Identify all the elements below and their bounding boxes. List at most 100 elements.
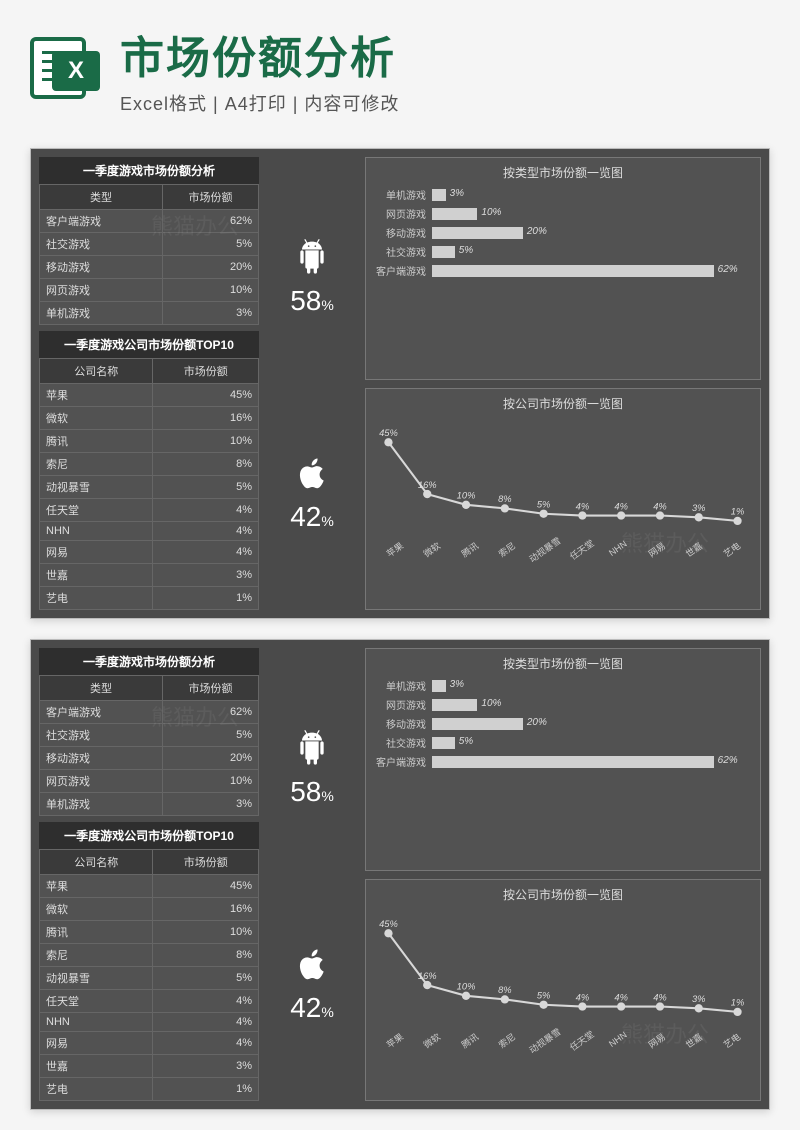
android-block: 58% bbox=[290, 234, 334, 317]
table-row: 网页游戏10% bbox=[40, 279, 259, 302]
table-row: 索尼8% bbox=[40, 944, 259, 967]
bar-value: 20% bbox=[527, 717, 547, 728]
type-table: 类型 市场份额 客户端游戏62%社交游戏5%移动游戏20%网页游戏10%单机游戏… bbox=[39, 675, 259, 816]
android-icon bbox=[292, 234, 332, 280]
svg-text:1%: 1% bbox=[731, 997, 745, 1007]
company-table: 公司名称 市场份额 苹果45%微软16%腾讯10%索尼8%动视暴雪5%任天堂4%… bbox=[39, 849, 259, 1101]
svg-text:3%: 3% bbox=[692, 503, 706, 513]
bar-label: 移动游戏 bbox=[376, 716, 432, 731]
bar-fill bbox=[432, 227, 523, 239]
table-row: 客户端游戏62% bbox=[40, 210, 259, 233]
table-row: 单机游戏3% bbox=[40, 793, 259, 816]
apple-share: 42 bbox=[290, 992, 321, 1023]
type-table-title: 一季度游戏市场份额分析 bbox=[39, 157, 259, 184]
svg-text:45%: 45% bbox=[379, 919, 398, 929]
dashboard-sheet: 熊猫办公 熊猫办公 一季度游戏市场份额分析 类型 市场份额 客户端游戏62%社交… bbox=[30, 148, 770, 619]
bar-value: 5% bbox=[459, 736, 473, 747]
page-title: 市场份额分析 bbox=[120, 22, 770, 86]
bar-fill bbox=[432, 737, 455, 749]
bar-value: 62% bbox=[718, 264, 738, 275]
bar-chart-title: 按类型市场份额一览图 bbox=[376, 655, 750, 672]
table-row: 移动游戏20% bbox=[40, 747, 259, 770]
table-row: 腾讯10% bbox=[40, 430, 259, 453]
bar-fill bbox=[432, 699, 477, 711]
svg-text:4%: 4% bbox=[576, 501, 590, 511]
excel-icon: X bbox=[30, 33, 102, 105]
android-share: 58 bbox=[290, 776, 321, 807]
table-row: 客户端游戏62% bbox=[40, 701, 259, 724]
svg-text:16%: 16% bbox=[418, 479, 437, 489]
table-row: 任天堂4% bbox=[40, 990, 259, 1013]
svg-text:4%: 4% bbox=[653, 992, 667, 1002]
col-company: 公司名称 bbox=[40, 850, 153, 875]
col-type: 类型 bbox=[40, 676, 163, 701]
line-xlabels: 苹果微软腾讯索尼动视暴雪任天堂NHN网易世嘉艺电 bbox=[376, 1034, 750, 1047]
svg-text:5%: 5% bbox=[537, 990, 551, 1000]
table-row: 苹果45% bbox=[40, 384, 259, 407]
apple-block: 42% bbox=[290, 943, 334, 1024]
bar-label: 单机游戏 bbox=[376, 678, 432, 693]
col-share: 市场份额 bbox=[153, 850, 259, 875]
table-row: 苹果45% bbox=[40, 875, 259, 898]
bar-fill bbox=[432, 208, 477, 220]
line-svg: 45%16%10%8%5%4%4%4%3%1% bbox=[376, 418, 750, 538]
line-svg: 45%16%10%8%5%4%4%4%3%1% bbox=[376, 909, 750, 1029]
svg-text:1%: 1% bbox=[731, 506, 745, 516]
bar-label: 网页游戏 bbox=[376, 697, 432, 712]
page-subtitle: Excel格式 | A4打印 | 内容可修改 bbox=[120, 90, 770, 116]
bar-row: 客户端游戏62% bbox=[376, 263, 750, 278]
table-row: 网易4% bbox=[40, 541, 259, 564]
table-row: 移动游戏20% bbox=[40, 256, 259, 279]
table-row: 社交游戏5% bbox=[40, 724, 259, 747]
type-table-title: 一季度游戏市场份额分析 bbox=[39, 648, 259, 675]
table-row: 腾讯10% bbox=[40, 921, 259, 944]
table-row: 世嘉3% bbox=[40, 1055, 259, 1078]
table-row: 任天堂4% bbox=[40, 499, 259, 522]
dashboard-sheet: 熊猫办公 熊猫办公 一季度游戏市场份额分析 类型 市场份额 客户端游戏62%社交… bbox=[30, 639, 770, 1110]
type-bar-chart: 按类型市场份额一览图 单机游戏3%网页游戏10%移动游戏20%社交游戏5%客户端… bbox=[365, 157, 761, 380]
table-row: 社交游戏5% bbox=[40, 233, 259, 256]
table-row: 网易4% bbox=[40, 1032, 259, 1055]
bar-fill bbox=[432, 189, 446, 201]
bar-label: 单机游戏 bbox=[376, 187, 432, 202]
svg-text:4%: 4% bbox=[653, 501, 667, 511]
bar-fill bbox=[432, 718, 523, 730]
svg-text:4%: 4% bbox=[576, 992, 590, 1002]
table-row: 索尼8% bbox=[40, 453, 259, 476]
apple-icon bbox=[294, 943, 330, 987]
svg-text:10%: 10% bbox=[457, 490, 476, 500]
bar-row: 社交游戏5% bbox=[376, 735, 750, 750]
line-xlabels: 苹果微软腾讯索尼动视暴雪任天堂NHN网易世嘉艺电 bbox=[376, 543, 750, 556]
table-row: 动视暴雪5% bbox=[40, 476, 259, 499]
bar-row: 网页游戏 10% bbox=[376, 206, 750, 221]
line-chart-title: 按公司市场份额一览图 bbox=[376, 886, 750, 903]
android-share: 58 bbox=[290, 285, 321, 316]
type-bar-chart: 按类型市场份额一览图 单机游戏3%网页游戏10%移动游戏20%社交游戏5%客户端… bbox=[365, 648, 761, 871]
col-company: 公司名称 bbox=[40, 359, 153, 384]
svg-text:5%: 5% bbox=[537, 499, 551, 509]
apple-share: 42 bbox=[290, 501, 321, 532]
table-row: 微软16% bbox=[40, 407, 259, 430]
bar-label: 网页游戏 bbox=[376, 206, 432, 221]
table-row: 艺电1% bbox=[40, 1078, 259, 1101]
bar-fill bbox=[432, 680, 446, 692]
bar-chart-title: 按类型市场份额一览图 bbox=[376, 164, 750, 181]
bar-value: 3% bbox=[450, 679, 464, 690]
bar-fill bbox=[432, 265, 714, 277]
table-row: 世嘉3% bbox=[40, 564, 259, 587]
bar-row: 单机游戏 3% bbox=[376, 187, 750, 202]
bar-value: 62% bbox=[718, 755, 738, 766]
svg-text:4%: 4% bbox=[614, 501, 628, 511]
page-header: X 市场份额分析 Excel格式 | A4打印 | 内容可修改 bbox=[0, 0, 800, 128]
apple-icon bbox=[294, 452, 330, 496]
company-line-chart: 按公司市场份额一览图 45%16%10%8%5%4%4%4%3%1%苹果微软腾讯… bbox=[365, 879, 761, 1102]
bar-row: 社交游戏5% bbox=[376, 244, 750, 259]
bar-value: 10% bbox=[481, 207, 501, 218]
type-table: 类型 市场份额 客户端游戏62%社交游戏5%移动游戏20%网页游戏10%单机游戏… bbox=[39, 184, 259, 325]
company-line-chart: 按公司市场份额一览图 45%16%10%8%5%4%4%4%3%1%苹果微软腾讯… bbox=[365, 388, 761, 611]
android-icon bbox=[292, 725, 332, 771]
svg-text:8%: 8% bbox=[498, 985, 512, 995]
col-share: 市场份额 bbox=[153, 359, 259, 384]
col-share: 市场份额 bbox=[163, 676, 259, 701]
bar-value: 3% bbox=[450, 188, 464, 199]
